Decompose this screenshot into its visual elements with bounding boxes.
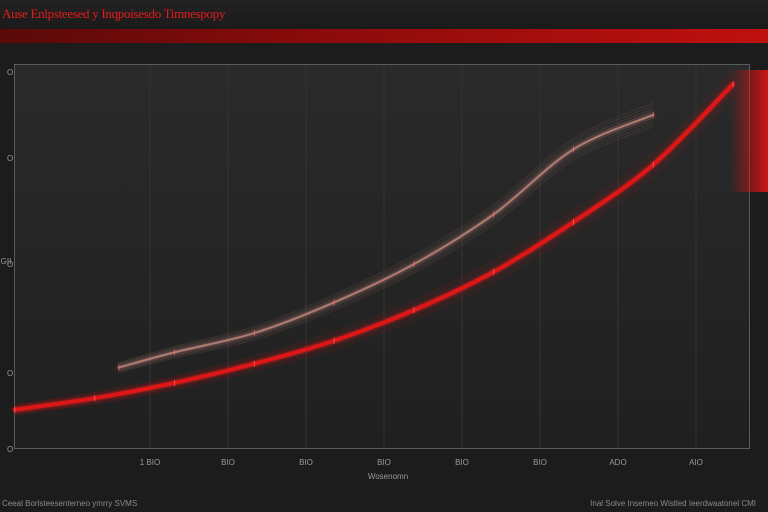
series-strand	[118, 126, 654, 373]
series-strand	[118, 123, 654, 372]
x-tick-label: BIO	[299, 458, 313, 467]
x-tick-label: 1 BIO	[140, 458, 160, 467]
y-tick-label: O	[7, 68, 13, 77]
plot-area	[14, 64, 750, 449]
tick-labels: 1 BIO BIO BIO BIO BIO BIO ADO AIO O O O O O	[7, 68, 703, 467]
series-strand	[118, 108, 654, 366]
series-strand	[14, 73, 734, 407]
y-tick-label: O	[7, 154, 13, 163]
series-strand	[14, 90, 734, 413]
series-strand	[14, 76, 734, 408]
x-axis-label: Wosenomn	[368, 472, 408, 481]
series-strand	[14, 94, 734, 414]
footer-left-text: Ceeal Borlsteesenterneo ymrry SVMS	[2, 499, 138, 508]
series-line	[117, 113, 655, 369]
y-tick-label: O	[7, 445, 13, 454]
series-layer	[13, 70, 736, 415]
series-strand	[14, 97, 734, 415]
series-strand	[14, 70, 734, 406]
y-tick-label: O	[7, 260, 13, 269]
x-tick-label: BIO	[533, 458, 547, 467]
grid-lines	[149, 65, 697, 448]
y-tick-label: O	[7, 369, 13, 378]
x-tick-label: BIO	[455, 458, 469, 467]
right-edge-glow	[730, 70, 768, 192]
series-strand	[118, 102, 654, 364]
series-strand	[118, 120, 654, 371]
header-accent-band	[0, 29, 768, 43]
footer-right-text: Inal Solve Insemeo Wistled Ieerdwaatonel…	[590, 499, 756, 508]
y-axis-label: GII	[1, 257, 12, 266]
series-strand	[14, 80, 734, 409]
series-strand	[118, 117, 654, 370]
series-strand	[118, 105, 654, 365]
x-tick-label: AIO	[689, 458, 703, 467]
series-line	[13, 82, 736, 412]
x-tick-label: ADO	[609, 458, 626, 467]
header-bar	[0, 0, 768, 30]
page-title: Ause Enlpsteesed y Inqpoisesdo Timnespop…	[2, 6, 226, 21]
x-tick-label: BIO	[221, 458, 235, 467]
x-tick-label: BIO	[377, 458, 391, 467]
series-strand	[118, 111, 654, 367]
